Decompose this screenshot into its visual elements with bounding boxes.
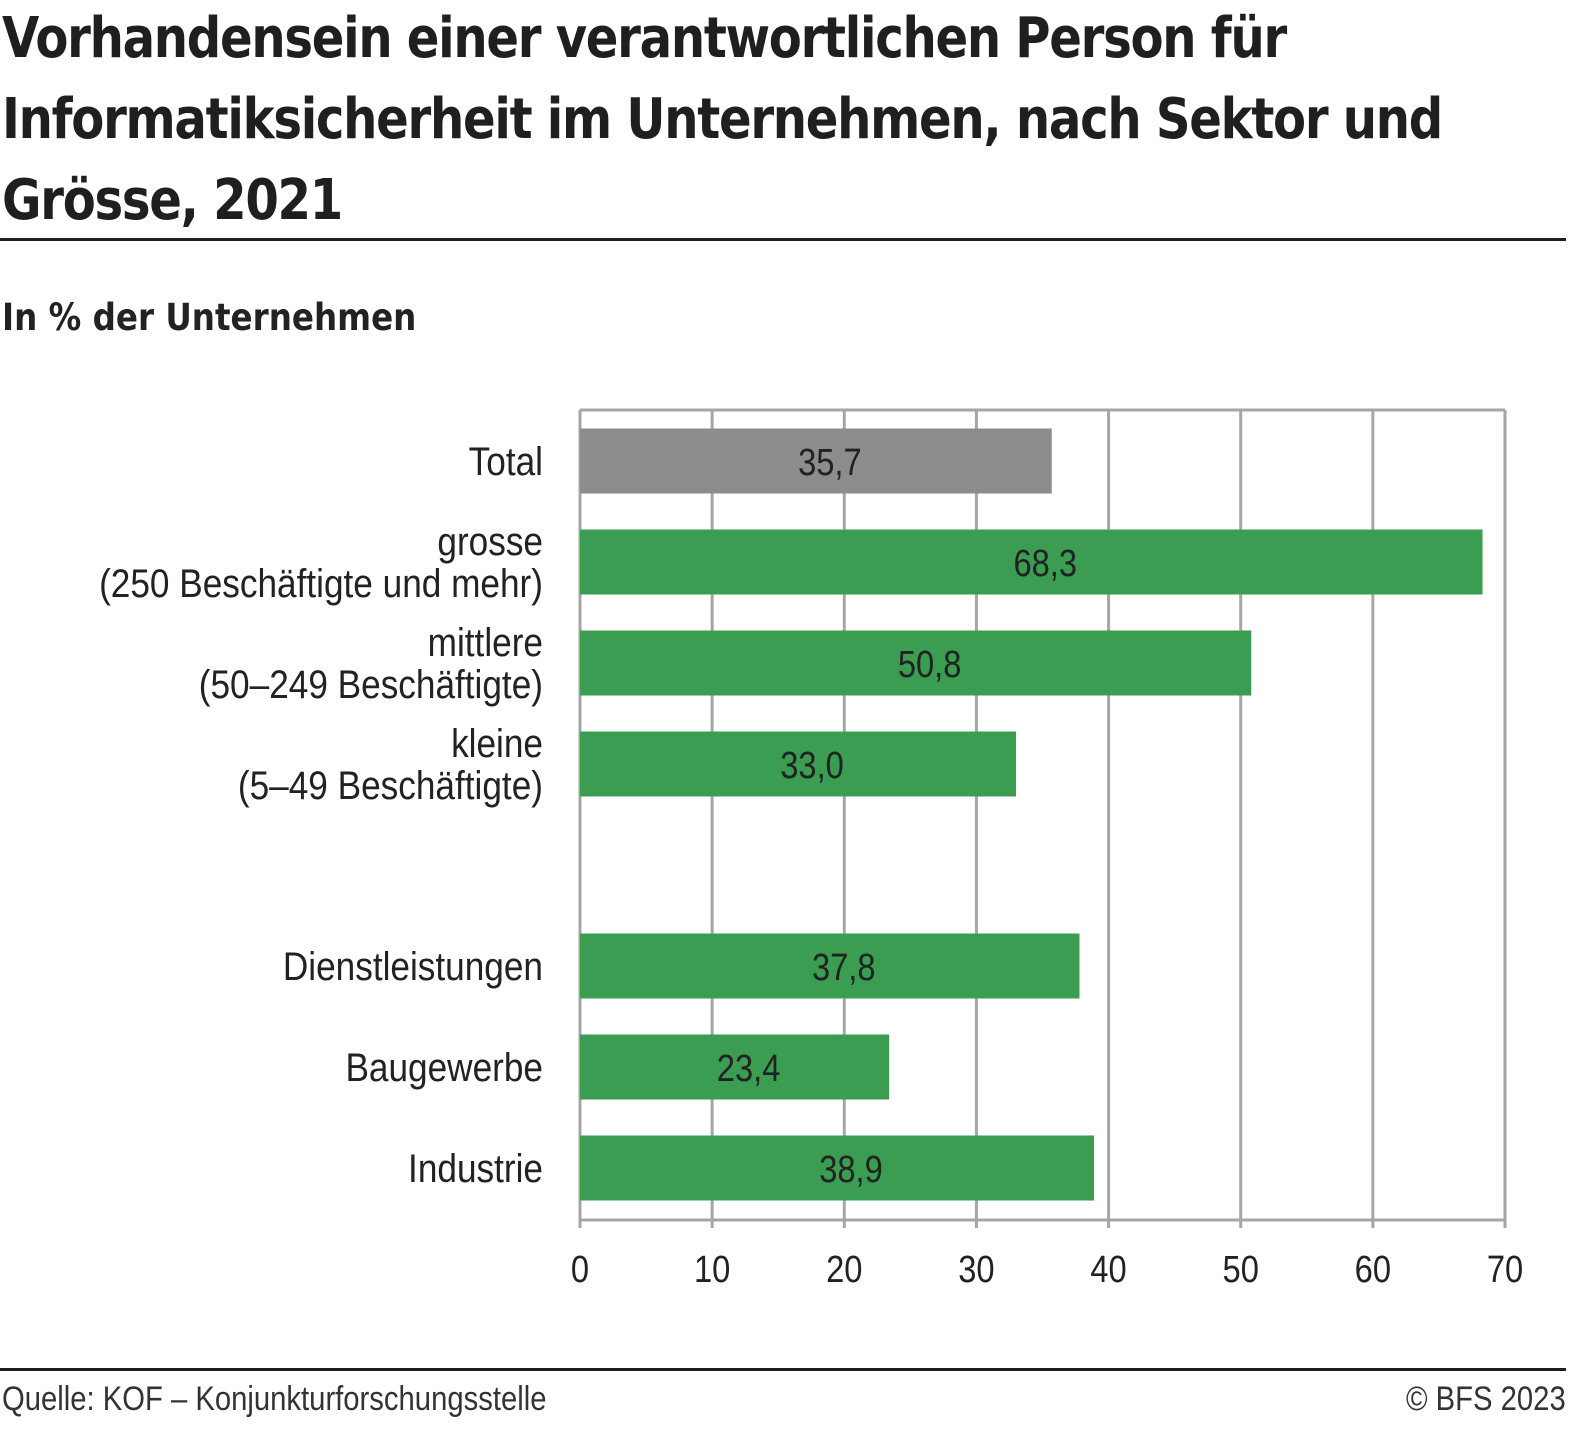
footer-divider [0, 1368, 1566, 1371]
category-label: kleine [451, 721, 543, 766]
bar-value-label: 68,3 [1013, 542, 1077, 585]
category-label: (5–49 Beschäftigte) [238, 763, 543, 808]
bar [580, 1135, 1095, 1201]
source-note: Quelle: KOF – Konjunkturforschungsstelle [2, 1380, 547, 1418]
category-label: mittlere [428, 620, 543, 665]
bar-value-label: 23,4 [717, 1047, 781, 1090]
x-tick-label: 60 [1355, 1248, 1391, 1291]
bar-value-label: 50,8 [898, 643, 962, 686]
bar-chart: 35,7 68,3 50,8 33,0 37,8 23,4 38,9 0 10 20 30 40 50… [99, 408, 1523, 1291]
x-tick-label: 10 [694, 1248, 730, 1291]
x-tick-label: 50 [1223, 1248, 1259, 1291]
category-label: (50–249 Beschäftigte) [199, 662, 543, 707]
x-tick-label: 40 [1090, 1248, 1126, 1291]
category-labels: Total grosse(250 Beschäftigte und mehr) mi… [99, 439, 543, 1191]
bar-value-label: 35,7 [798, 441, 862, 484]
chart-title-line-2: Informatiksicherheit im Unternehmen, nac… [2, 87, 1443, 152]
chart-subtitle: In % der Unternehmen [2, 296, 417, 339]
category-label: grosse [437, 519, 543, 564]
chart-title-line-1: Vorhandensein einer verantwortlichen Per… [2, 6, 1287, 71]
x-tick-label: 30 [958, 1248, 994, 1291]
category-label: Total [469, 439, 543, 484]
bar-value-label: 38,9 [819, 1148, 883, 1191]
copyright-note: © BFS 2023 [1406, 1380, 1566, 1418]
bar [580, 731, 1017, 797]
chart-title-line-3: Grösse, 2021 [2, 168, 343, 233]
title-divider [0, 238, 1566, 241]
bar-value-label: 37,8 [812, 946, 876, 989]
bar [580, 1034, 890, 1100]
bar [580, 933, 1080, 999]
chart-title: Vorhandensein einer verantwortlichen Per… [2, 0, 1443, 241]
category-label: Baugewerbe [345, 1045, 543, 1090]
x-tick-label: 70 [1487, 1248, 1523, 1291]
bars: 35,7 68,3 50,8 33,0 37,8 23,4 38,9 [580, 428, 1483, 1201]
bar [580, 428, 1052, 494]
x-tick-label: 0 [571, 1248, 589, 1291]
x-axis: 0 10 20 30 40 50 60 70 [571, 1218, 1523, 1291]
category-label: Industrie [408, 1146, 543, 1191]
bar [580, 529, 1483, 595]
x-tick-label: 20 [826, 1248, 862, 1291]
category-label: Dienstleistungen [283, 944, 543, 989]
category-label: (250 Beschäftigte und mehr) [99, 561, 543, 606]
bar-value-label: 33,0 [780, 744, 844, 787]
bar [580, 630, 1252, 696]
